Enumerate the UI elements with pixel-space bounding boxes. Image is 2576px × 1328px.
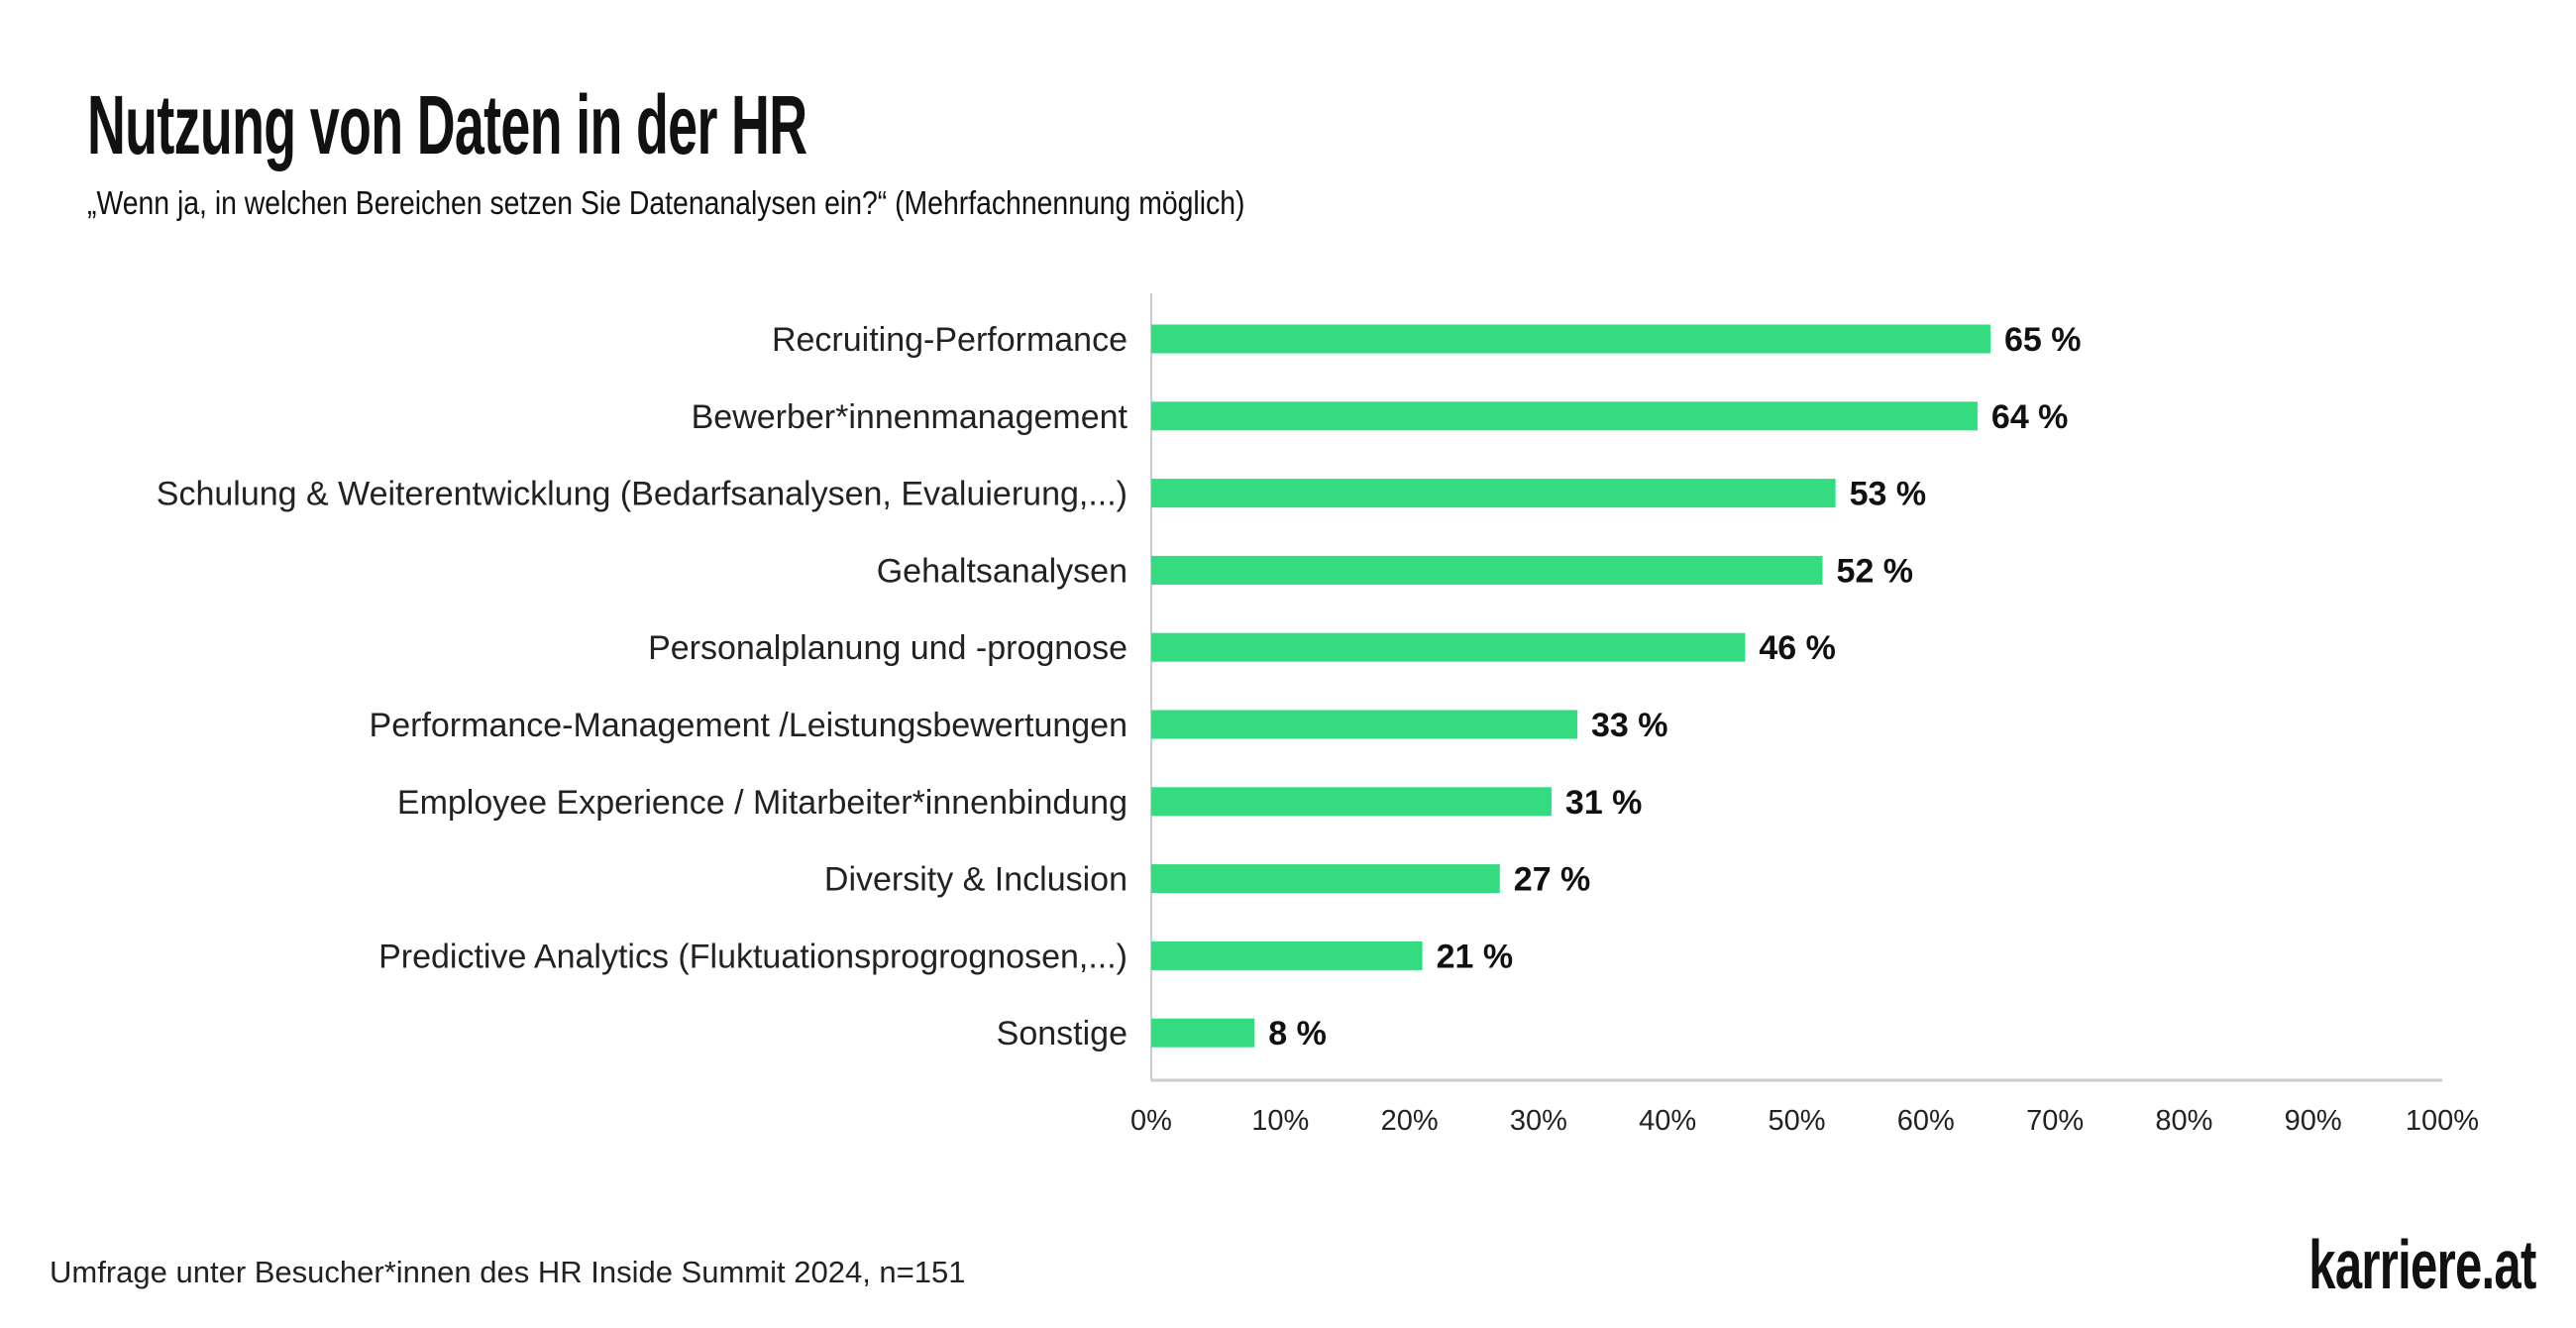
bar	[1151, 864, 1500, 894]
data-label: 65 %	[2004, 321, 2082, 359]
x-tick-label: 20%	[1381, 1105, 1439, 1137]
data-label: 33 %	[1591, 707, 1668, 744]
category-label: Diversity & Inclusion	[824, 861, 1127, 899]
category-label: Sonstige	[997, 1015, 1127, 1052]
data-label: 53 %	[1850, 476, 1927, 513]
bar	[1151, 787, 1552, 817]
x-tick-label: 40%	[1639, 1105, 1696, 1137]
data-label: 31 %	[1565, 784, 1643, 822]
category-label: Employee Experience / Mitarbeiter*innenb…	[397, 784, 1127, 822]
x-tick-label: 10%	[1251, 1105, 1309, 1137]
x-tick-label: 0%	[1130, 1105, 1172, 1137]
x-tick-label: 30%	[1510, 1105, 1567, 1137]
bar	[1151, 555, 1823, 585]
bar	[1151, 401, 1978, 431]
source-note: Umfrage unter Besucher*innen des HR Insi…	[50, 1255, 966, 1289]
bar	[1151, 632, 1746, 662]
category-label: Predictive Analytics (Fluktuationsprogro…	[378, 938, 1127, 975]
x-tick-label: 50%	[1768, 1105, 1825, 1137]
brand-logo: karriere.at	[2308, 1226, 2537, 1303]
x-tick-label: 90%	[2285, 1105, 2342, 1137]
x-tick-label: 100%	[2406, 1105, 2479, 1137]
x-tick-label: 60%	[1897, 1105, 1955, 1137]
data-label: 21 %	[1437, 938, 1514, 975]
bar	[1151, 324, 1990, 354]
chart-title: Nutzung von Daten in der HR	[87, 78, 807, 171]
bar	[1151, 479, 1836, 508]
data-label: 64 %	[1991, 398, 2068, 436]
category-label: Bewerber*innenmanagement	[692, 398, 1128, 436]
data-label: 46 %	[1759, 629, 1836, 667]
category-label: Gehaltsanalysen	[877, 552, 1127, 590]
category-label: Performance-Management /Leistungsbewertu…	[370, 707, 1127, 744]
data-label: 8 %	[1268, 1015, 1327, 1052]
bar	[1151, 710, 1577, 739]
bar	[1151, 941, 1423, 970]
category-label: Personalplanung und -prognose	[648, 629, 1127, 667]
data-label: 27 %	[1514, 861, 1591, 899]
x-tick-label: 70%	[2026, 1105, 2084, 1137]
category-label: Schulung & Weiterentwicklung (Bedarfsana…	[157, 476, 1127, 513]
x-tick-label: 80%	[2155, 1105, 2212, 1137]
bar	[1151, 1018, 1255, 1048]
category-label: Recruiting-Performance	[772, 321, 1127, 359]
chart-subtitle: „Wenn ja, in welchen Bereichen setzen Si…	[87, 184, 1245, 221]
data-label: 52 %	[1837, 552, 1914, 590]
